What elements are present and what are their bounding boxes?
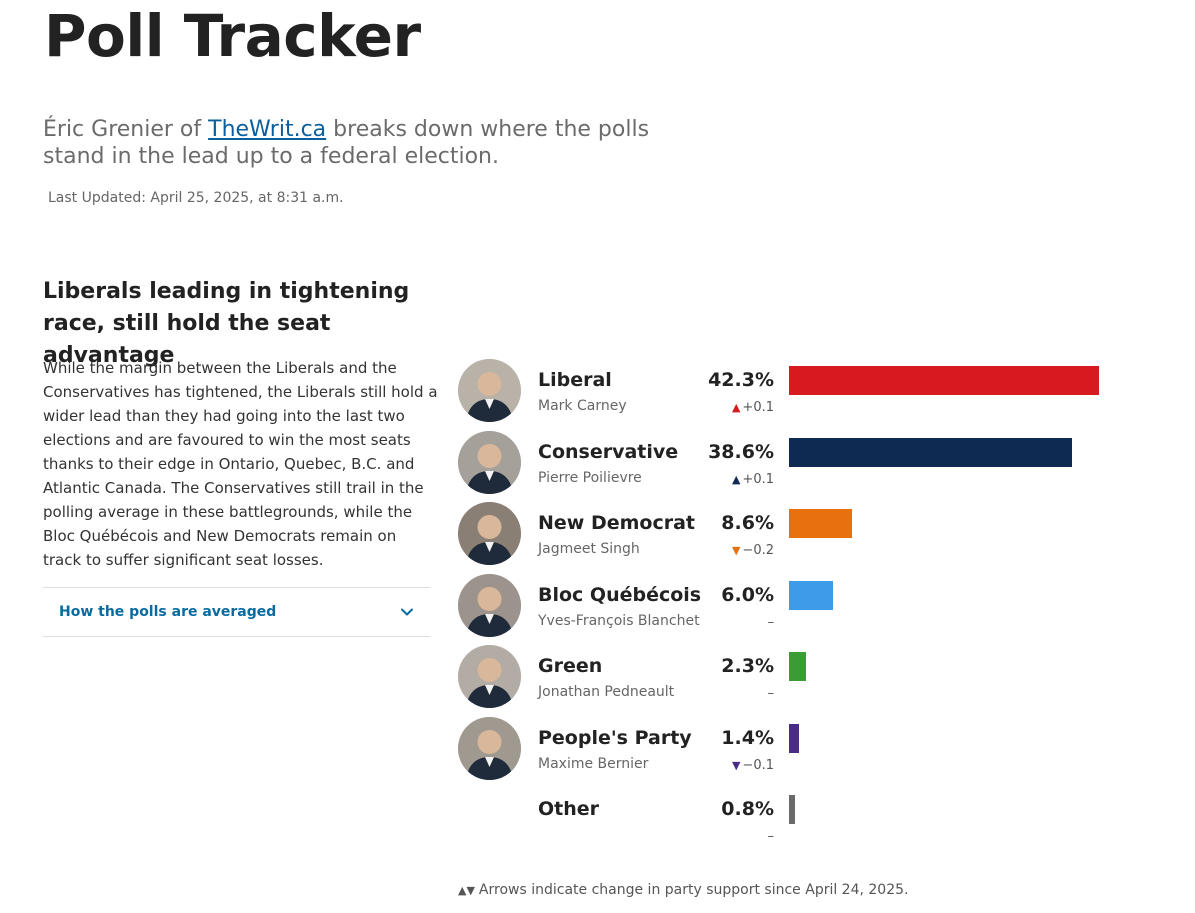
support-bar — [789, 509, 853, 538]
last-updated: Last Updated: April 25, 2025, at 8:31 a.… — [48, 190, 344, 206]
party-change-value: −0.2 — [742, 543, 774, 558]
party-percentage: 2.3% — [721, 655, 774, 677]
party-name: Other — [538, 798, 600, 820]
accordion-label: How the polls are averaged — [59, 604, 277, 620]
party-name: Bloc Québécois — [538, 583, 702, 606]
leader-name: Jonathan Pedneault — [538, 684, 675, 700]
footnote: ▲▼ Arrows indicate change in party suppor… — [458, 882, 908, 898]
party-row-green: Green Jonathan Pedneault 2.3% – — [458, 644, 1138, 708]
arrow-up-icon: ▲ — [731, 472, 741, 486]
footnote-text: Arrows indicate change in party support … — [478, 882, 909, 898]
party-percentage: 42.3% — [708, 369, 774, 391]
leader-avatar — [458, 716, 521, 780]
party-row-liberal: Liberal Mark Carney 42.3% ▲ +0.1 — [458, 358, 1138, 422]
dek-text-after: breaks down where the polls stand in the… — [43, 117, 650, 169]
party-change: ▼ −0.1 — [732, 758, 774, 773]
leader-name: Mark Carney — [538, 398, 627, 414]
party-percentage: 1.4% — [721, 726, 774, 749]
leader-avatar — [458, 430, 521, 494]
support-bar — [789, 723, 800, 753]
leader-avatar — [458, 502, 521, 565]
leader-name: Pierre Poilievre — [538, 469, 642, 486]
party-change: ▲ +0.1 — [732, 472, 774, 487]
section-headline: Liberals leading in tightening race, sti… — [43, 279, 410, 368]
party-name: People's Party — [538, 726, 692, 749]
party-percentage: 6.0% — [721, 583, 774, 606]
party-row-other: Other 0.8% – — [458, 787, 1138, 851]
party-row-new-democrat: New Democrat Jagmeet Singh 8.6% ▼ −0.2 — [458, 501, 1138, 565]
party-row-conservative: Conservative Pierre Poilievre 38.6% ▲ +0.1 — [458, 430, 1138, 494]
party-name: Conservative — [538, 440, 679, 463]
party-change-value: −0.1 — [742, 757, 774, 773]
party-name: New Democrat — [538, 512, 696, 534]
party-change: ▼ −0.2 — [732, 543, 774, 558]
party-change-value: – — [767, 614, 775, 630]
party-change-value: +0.1 — [742, 471, 774, 487]
page-title: Poll Tracker — [44, 2, 421, 70]
party-percentage: 0.8% — [721, 798, 774, 820]
party-change: – — [768, 686, 775, 701]
leader-avatar — [458, 645, 521, 708]
party-name: Green — [538, 655, 603, 677]
arrows-legend-icon: ▲▼ — [458, 884, 475, 897]
party-change: – — [768, 829, 775, 844]
polls-averaged-accordion[interactable]: How the polls are averaged — [43, 587, 430, 637]
leader-avatar — [458, 359, 521, 422]
party-change-value: – — [767, 686, 775, 701]
party-percentage: 8.6% — [721, 512, 774, 534]
leader-avatar — [458, 573, 521, 637]
party-percentage: 38.6% — [708, 440, 774, 463]
chevron-down-icon — [401, 608, 413, 616]
page-dek: Éric Grenier of TheWrit.ca breaks down w… — [43, 116, 683, 170]
party-row-people-s-party: People's Party Maxime Bernier 1.4% ▼ −0.1 — [458, 716, 1138, 780]
party-change: – — [768, 615, 775, 630]
arrow-up-icon: ▲ — [731, 401, 741, 414]
support-bar — [789, 652, 806, 681]
dek-text-before: Éric Grenier of — [43, 117, 209, 142]
support-bar — [789, 366, 1099, 395]
arrow-down-icon: ▼ — [731, 758, 741, 772]
party-row-bloc-qu-b-cois: Bloc Québécois Yves-François Blanchet 6.0%… — [458, 573, 1138, 637]
thewrit-link[interactable]: TheWrit.ca — [208, 117, 327, 142]
party-change-value: +0.1 — [742, 400, 774, 415]
party-name: Liberal — [538, 369, 612, 391]
leader-name: Maxime Bernier — [538, 755, 649, 772]
party-change-value: – — [767, 829, 775, 844]
leader-name: Yves-François Blanchet — [538, 612, 700, 629]
arrow-down-icon: ▼ — [731, 544, 741, 557]
party-change: ▲ +0.1 — [732, 400, 774, 415]
section-body: While the margin between the Liberals an… — [43, 359, 438, 569]
support-bar — [789, 795, 795, 824]
support-bar — [789, 437, 1072, 467]
leader-name: Jagmeet Singh — [538, 541, 640, 557]
support-bar — [789, 580, 833, 610]
